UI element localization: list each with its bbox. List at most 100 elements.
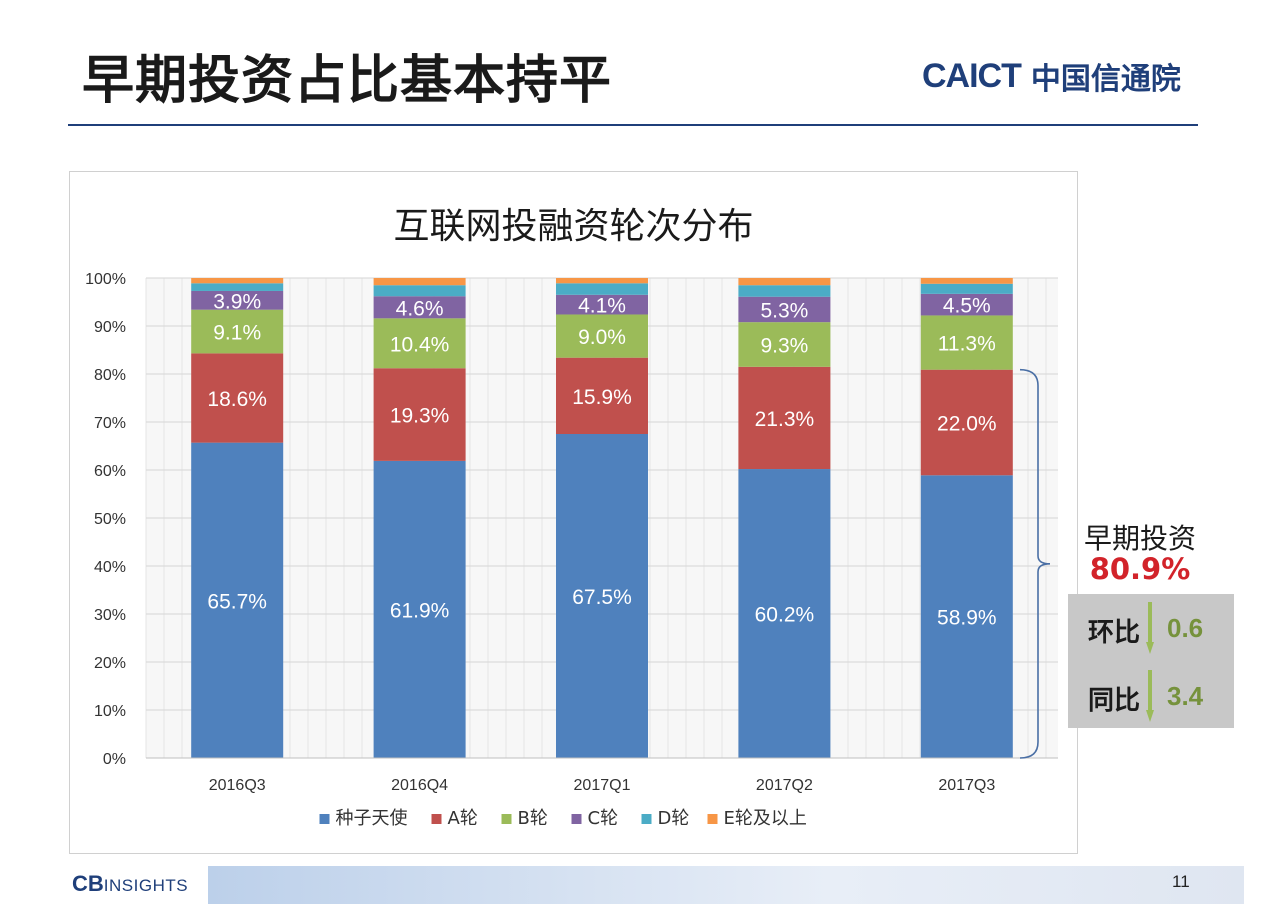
bar-segment xyxy=(556,314,648,358)
bar-segment xyxy=(373,285,466,297)
bar-segment xyxy=(556,357,648,434)
data-label: 9.1% xyxy=(213,322,261,345)
data-label: 58.9% xyxy=(937,607,997,630)
data-label: 5.3% xyxy=(760,299,808,322)
data-label: 11.3% xyxy=(938,333,996,356)
qoq-label: 环比 xyxy=(1088,618,1141,648)
bar-segment xyxy=(191,283,284,291)
legend-swatch xyxy=(571,814,582,824)
legend-label: E轮及以上 xyxy=(724,808,807,829)
legend-label: C轮 xyxy=(588,808,619,829)
bar-segment xyxy=(920,315,1013,370)
bar-segment xyxy=(373,296,466,319)
data-label: 4.1% xyxy=(578,295,626,318)
legend-swatch xyxy=(431,814,442,824)
qoq-row: 环比 0.6 xyxy=(1068,598,1234,658)
legend-label: D轮 xyxy=(658,808,690,829)
data-label: 9.0% xyxy=(578,326,626,349)
bar-segment xyxy=(191,442,284,758)
x-tick-label: 2017Q3 xyxy=(938,777,995,794)
cb-logo-text: CB xyxy=(72,871,104,896)
caict-logo: CAICT 中国信通院 xyxy=(922,56,1181,98)
down-arrow-icon xyxy=(1146,602,1154,654)
yoy-row: 同比 3.4 xyxy=(1068,666,1234,726)
logo-cn-text: 中国信通院 xyxy=(1030,62,1181,97)
data-label: 67.5% xyxy=(572,586,632,609)
early-investment-value: 80.9% xyxy=(1089,552,1191,586)
title-divider xyxy=(68,124,1198,126)
bar-segment xyxy=(373,278,466,286)
bar-segment xyxy=(738,278,831,286)
bar-segment xyxy=(191,309,284,354)
y-tick-label: 100% xyxy=(85,271,126,288)
bar-segment xyxy=(191,278,284,284)
chart-frame: 互联网投融资轮次分布 0% 10% 20% 30% 40% 50% 60% 70% 80% 90% 1… xyxy=(69,171,1078,854)
legend-label: B轮 xyxy=(518,808,548,829)
bar-segment xyxy=(920,283,1013,294)
qoq-value: 0.6 xyxy=(1167,613,1204,643)
data-label: 15.9% xyxy=(572,386,632,409)
bar-segment xyxy=(738,285,831,297)
chart-title: 互联网投融资轮次分布 xyxy=(393,206,753,247)
legend-label: A轮 xyxy=(448,808,478,829)
stacked-bar-chart: 互联网投融资轮次分布 0% 10% 20% 30% 40% 50% 60% 70% 80% 90% 1… xyxy=(85,206,1058,829)
bar-segment xyxy=(373,460,466,758)
early-investment-label: 早期投资 xyxy=(1083,522,1196,555)
data-label: 4.5% xyxy=(943,295,991,318)
early-investment-bracket xyxy=(1019,368,1051,759)
yoy-label: 同比 xyxy=(1088,686,1141,716)
data-label: 21.3% xyxy=(755,408,815,431)
data-label: 60.2% xyxy=(755,604,815,627)
bar-segment xyxy=(373,368,466,461)
y-tick-label: 30% xyxy=(94,607,126,624)
legend-swatch xyxy=(319,814,330,824)
bar-segment xyxy=(920,293,1013,316)
bar-segment xyxy=(738,366,831,470)
y-tick-label: 20% xyxy=(94,655,126,672)
data-label: 18.6% xyxy=(207,388,267,411)
cb-insights-logo: CBINSIGHTS xyxy=(72,871,188,897)
y-tick-label: 90% xyxy=(94,319,126,336)
y-tick-label: 60% xyxy=(94,463,126,480)
legend-swatch xyxy=(707,814,718,824)
x-tick-label: 2016Q4 xyxy=(391,777,448,794)
data-label: 65.7% xyxy=(207,590,267,613)
legend-label: 种子天使 xyxy=(336,808,408,829)
y-tick-label: 80% xyxy=(94,367,126,384)
bar-segment xyxy=(920,475,1013,758)
down-arrow-icon xyxy=(1146,670,1154,722)
yoy-value: 3.4 xyxy=(1167,681,1204,711)
bar-segment xyxy=(556,283,648,295)
data-label: 19.3% xyxy=(390,405,450,428)
insights-logo-text: INSIGHTS xyxy=(103,876,189,895)
legend-swatch xyxy=(641,814,652,824)
x-tick-label: 2017Q2 xyxy=(756,777,813,794)
bar-segment xyxy=(556,294,648,315)
change-stats-box: 环比 0.6 同比 3.4 xyxy=(1068,594,1234,728)
legend-swatch xyxy=(501,814,512,824)
logo-en-text: CAICT xyxy=(922,56,1022,95)
bar-segment xyxy=(738,322,831,367)
bar-segment xyxy=(556,434,648,758)
footer-band xyxy=(208,866,1244,904)
x-tick-label: 2017Q1 xyxy=(574,777,631,794)
x-tick-label: 2016Q3 xyxy=(209,777,266,794)
data-label: 61.9% xyxy=(390,599,450,622)
y-tick-label: 10% xyxy=(94,703,126,720)
bar-segment xyxy=(738,469,831,758)
slide-title: 早期投资占比基本持平 xyxy=(82,51,613,111)
y-tick-label: 70% xyxy=(94,415,126,432)
y-tick-label: 0% xyxy=(103,751,126,768)
bar-segment xyxy=(738,296,831,323)
bar-segment xyxy=(191,290,284,310)
bar-segment xyxy=(920,369,1013,476)
y-tick-label: 50% xyxy=(94,511,126,528)
page-number: 11 xyxy=(1172,872,1190,891)
bar-segment xyxy=(191,353,284,443)
bar-segment xyxy=(556,278,648,284)
y-tick-label: 40% xyxy=(94,559,126,576)
bar-segment xyxy=(920,278,1013,284)
data-label: 4.6% xyxy=(396,297,444,320)
data-label: 3.9% xyxy=(213,290,261,313)
data-label: 9.3% xyxy=(760,334,808,357)
